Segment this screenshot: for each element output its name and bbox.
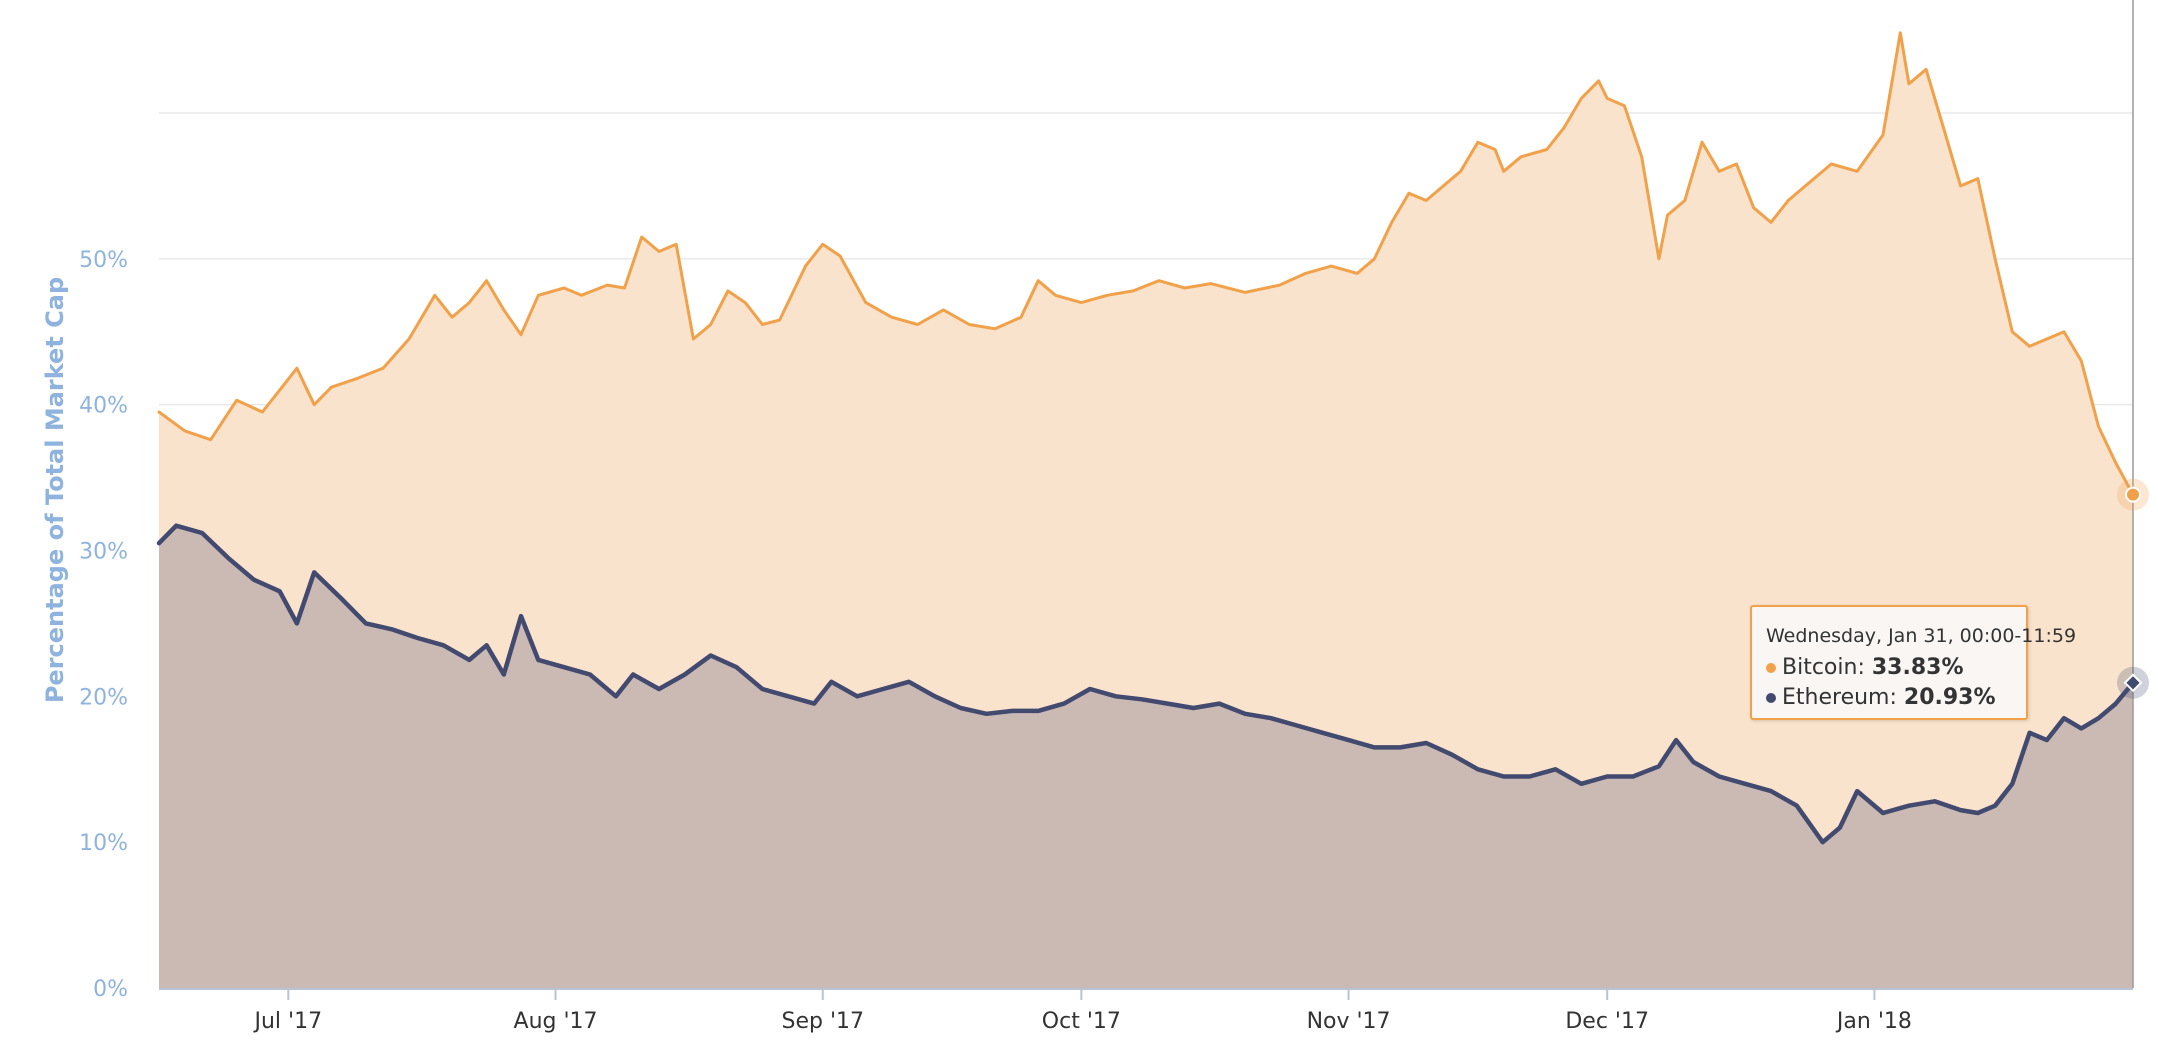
- tooltip-row-ethereum: Ethereum: 20.93%: [1766, 683, 2012, 713]
- x-tick-label: Dec '17: [1565, 1009, 1649, 1034]
- y-tick-label: 30%: [79, 540, 128, 565]
- y-tick-label: 50%: [79, 248, 128, 273]
- series-line-ethereum: [156, 523, 2136, 845]
- x-tick-label: Oct '17: [1042, 1009, 1121, 1034]
- x-tick-label: Aug '17: [514, 1009, 598, 1034]
- x-tick-label: Sep '17: [781, 1009, 864, 1034]
- tooltip-ethereum-value: 20.93%: [1903, 685, 1996, 710]
- bitcoin-dot-icon: [1766, 663, 1776, 673]
- x-tick-label: Jul '17: [253, 1009, 323, 1034]
- series-area-ethereum: [159, 525, 2133, 988]
- tooltip-bitcoin-value: 33.83%: [1871, 655, 1964, 680]
- tooltip-row-bitcoin: Bitcoin: 33.83%: [1766, 653, 2012, 683]
- series-line-bitcoin: [157, 31, 2135, 497]
- ethereum-dot-icon: [1766, 693, 1776, 703]
- tooltip-ethereum-label: Ethereum: [1782, 685, 1890, 710]
- x-tick-label: Nov '17: [1307, 1009, 1391, 1034]
- marker-layer: [2117, 478, 2149, 699]
- y-axis-title: Percentage of Total Market Cap: [41, 277, 69, 703]
- y-tick-label: 20%: [79, 685, 128, 710]
- tooltip: Wednesday, Jan 31, 00:00-11:59 Bitcoin: …: [1750, 605, 2077, 720]
- y-tick-label: 0%: [93, 977, 128, 1002]
- y-tick-label: 40%: [79, 394, 128, 419]
- tooltip-date: Wednesday, Jan 31, 00:00-11:59: [1766, 625, 2077, 647]
- area-layer: [159, 32, 2133, 989]
- ethereum-hover-marker: [2123, 673, 2143, 693]
- y-tick-label: 10%: [79, 831, 128, 856]
- tooltip-bitcoin-label: Bitcoin: [1782, 655, 1858, 680]
- x-tick-label: Jan '18: [1835, 1009, 1912, 1034]
- line-layer: [156, 31, 2136, 845]
- bitcoin-hover-marker: [2125, 486, 2141, 503]
